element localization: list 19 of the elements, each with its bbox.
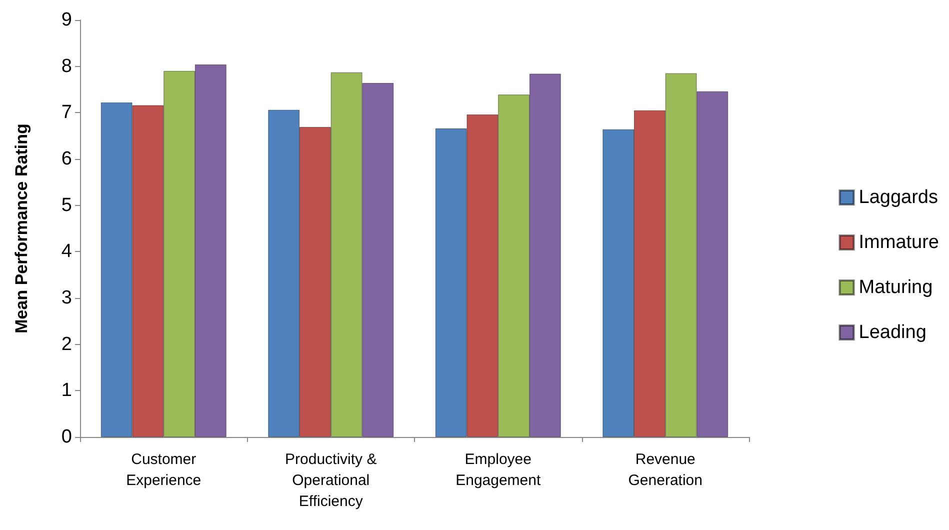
legend-label: Laggards [858, 187, 938, 208]
x-tick-label: Employee Engagement [456, 451, 542, 489]
y-tick-label: 9 [61, 10, 72, 30]
y-tick-label: 8 [61, 56, 72, 77]
y-tick-label: 7 [61, 102, 72, 124]
legend-label: Maturing [858, 277, 933, 298]
y-tick-label: 6 [61, 148, 72, 170]
legend-label: Leading [858, 322, 926, 343]
y-tick-label: 2 [61, 334, 72, 355]
x-tick-label: Productivity & Operational Efficiency [285, 451, 377, 510]
y-tick-label: 0 [61, 426, 72, 448]
x-tick-label: Revenue Generation [628, 451, 702, 489]
y-tick-label: 4 [61, 241, 72, 262]
y-tick-label: 1 [61, 380, 72, 402]
y-tick-label: 3 [61, 288, 72, 308]
x-tick-label: Customer Experience [126, 451, 202, 489]
y-axis-title: Mean Performance Rating [12, 124, 31, 334]
y-tick-label: 5 [61, 194, 72, 216]
legend-label: Immature [858, 232, 940, 253]
